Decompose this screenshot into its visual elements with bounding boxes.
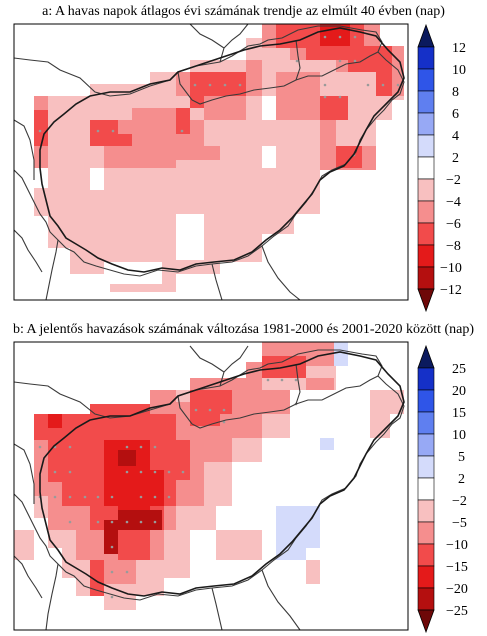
panel-a-title: a: A havas napok átlagos évi számának tr… bbox=[42, 4, 445, 19]
panel-b-borders bbox=[14, 345, 405, 630]
colorbar-a-label: −10 bbox=[440, 261, 462, 276]
colorbar-b-label: −20 bbox=[446, 582, 468, 597]
colorbar-b-label: 15 bbox=[452, 406, 466, 421]
colorbar-a-label: 12 bbox=[452, 41, 466, 56]
panel-b-colorbar: 25 20 15 10 5 2 −2 −5 −10 −15 −20 −25 bbox=[417, 344, 468, 634]
panel-a-colorbar: 12 10 8 6 4 2 −2 −4 −6 −8 −10 −12 bbox=[417, 23, 466, 313]
panel-b-grid-cells bbox=[14, 342, 404, 610]
colorbar-b-label: 25 bbox=[452, 362, 466, 377]
colorbar-a-label: −4 bbox=[446, 195, 461, 210]
panel-b-title: b: A jelentős havazások számának változá… bbox=[12, 322, 475, 337]
panel-b-frame bbox=[13, 341, 409, 631]
colorbar-a-label: −8 bbox=[446, 239, 461, 254]
colorbar-a-label: 2 bbox=[452, 151, 459, 166]
colorbar-a-label: 8 bbox=[452, 85, 459, 100]
panel-a-hungary-outline bbox=[39, 27, 405, 273]
panel-b-hungary-outline bbox=[39, 351, 405, 597]
colorbar-b-label: −10 bbox=[446, 538, 468, 553]
colorbar-b-label: −25 bbox=[446, 604, 468, 619]
colorbar-b-label: 10 bbox=[452, 428, 466, 443]
colorbar-b-label: −2 bbox=[452, 494, 467, 509]
colorbar-b-label: −15 bbox=[446, 560, 468, 575]
panel-b-map bbox=[13, 341, 409, 631]
colorbar-a-label: −6 bbox=[446, 217, 461, 232]
colorbar-a-label: 6 bbox=[452, 107, 459, 122]
colorbar-a-label: −12 bbox=[440, 283, 462, 298]
colorbar-b-label: 20 bbox=[452, 384, 466, 399]
panel-a-frame bbox=[13, 23, 409, 301]
colorbar-b-label: −5 bbox=[452, 516, 467, 531]
colorbar-a-label: 10 bbox=[452, 63, 466, 78]
panel-a-map bbox=[13, 23, 409, 301]
colorbar-a-label: −2 bbox=[446, 173, 461, 188]
colorbar-b-label: 5 bbox=[458, 450, 465, 465]
colorbar-b-label: 2 bbox=[458, 472, 465, 487]
panel-a-grid-cells bbox=[34, 24, 404, 292]
colorbar-a-label: 4 bbox=[452, 129, 459, 144]
